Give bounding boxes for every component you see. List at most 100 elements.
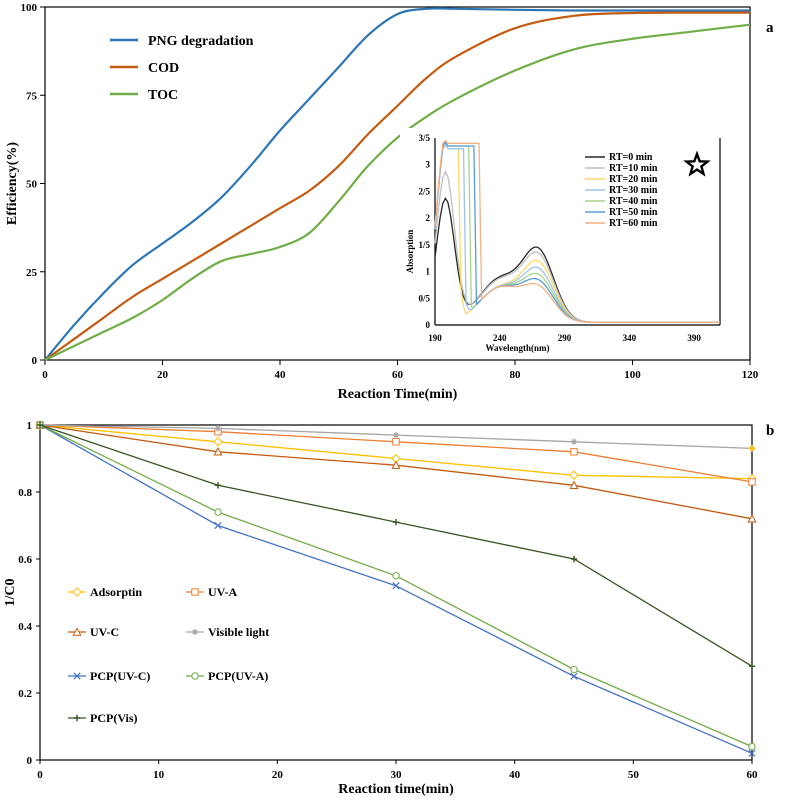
x-tick-label-a: 120 [742, 369, 759, 381]
y-tick-label-a: 75 [26, 90, 38, 102]
data-point-triangle [213, 447, 223, 456]
series-line-toc [44, 23, 751, 361]
x-tick-label-a: 0 [42, 369, 48, 381]
data-point-diamond [569, 470, 579, 480]
inset-x-tick-label: 240 [493, 333, 507, 343]
legend-label-b: Visible light [208, 625, 269, 639]
inset-x-tick-label: 190 [428, 333, 442, 343]
x-tick-label-b: 30 [391, 769, 403, 781]
inset-y-tick-label: 2/5 [418, 186, 430, 196]
inset-y-tick-label: 0 [426, 320, 431, 330]
inset-y-tick-label: 3 [426, 160, 431, 170]
legend-label-b: PCP(UV-C) [90, 669, 150, 683]
data-point-star [214, 425, 222, 432]
inset-y-tick-label: 2 [426, 213, 431, 223]
data-point-circle [570, 665, 578, 674]
legend-label-b: UV-C [90, 625, 119, 639]
inset-y-tick-label: 3/5 [418, 133, 430, 143]
legend-label-b: UV-A [208, 585, 237, 599]
x-tick-label-b: 20 [272, 769, 284, 781]
data-point-plus [570, 555, 578, 563]
legend-label-b: PCP(Vis) [90, 711, 138, 725]
data-point-triangle [72, 627, 82, 636]
x-tick-label-a: 100 [624, 369, 641, 381]
data-point-circle [748, 742, 756, 751]
y-tick-label-b: 0.8 [18, 487, 32, 499]
x-tick-label-a: 20 [157, 369, 169, 381]
y-tick-label-a: 50 [26, 179, 38, 191]
inset-y-tick-label: 0/5 [418, 293, 430, 303]
data-point-x [570, 672, 578, 680]
data-point-circle [392, 572, 400, 580]
legend-label-b: PCP(UV-A) [208, 669, 268, 683]
inset-legend-label: RT=40 min [609, 196, 658, 207]
data-point-diamond [213, 437, 223, 447]
inset-y-axis-title: Absorption [405, 230, 415, 274]
data-point-star [570, 438, 578, 445]
legend-label-b: Adsorptin [90, 585, 142, 599]
inset-spectrum-line [434, 139, 720, 323]
data-point-square [191, 588, 199, 596]
legend-label-a: PNG degradation [148, 34, 254, 49]
data-point-square [748, 478, 756, 486]
data-point-plus [73, 714, 81, 722]
x-tick-label-b: 50 [628, 769, 640, 781]
y-axis-title-a: Efficiency(%) [5, 142, 20, 226]
inset-y-tick-label: 1/5 [418, 240, 430, 250]
data-point-triangle [747, 514, 757, 523]
y-tick-label-b: 0.2 [18, 688, 32, 700]
y-tick-label-b: 0.6 [18, 554, 32, 566]
inset-legend-label: RT=20 min [609, 174, 658, 185]
star-icon [683, 150, 711, 177]
plot-area-b [39, 424, 753, 761]
data-point-diamond [72, 587, 82, 597]
chart-b: 0 10 20 30 40 50 60 0 0.2 0.4 0.6 0.8 1 Reaction time… [3, 420, 758, 797]
x-tick-label-b: 10 [153, 769, 165, 781]
inset-x-tick-label: 290 [558, 333, 572, 343]
y-axis-title-b: 1/C0 [3, 579, 18, 607]
data-point-plus [214, 482, 222, 489]
inset-y-tick-label: 1 [426, 267, 431, 277]
panel-a-label: a [766, 20, 774, 36]
y-tick-label-b: 0 [27, 755, 33, 767]
data-point-circle [191, 672, 199, 680]
data-point-star [392, 431, 400, 439]
data-point-plus [36, 421, 44, 429]
data-point-plus [392, 518, 400, 526]
x-tick-label-a: 60 [392, 369, 404, 381]
series-line-cod [44, 11, 750, 361]
panel-b-label: b [766, 423, 774, 439]
data-point-star [191, 628, 199, 636]
x-tick-label-b: 60 [747, 769, 759, 781]
data-point-x [748, 749, 756, 757]
data-point-x [214, 521, 222, 530]
y-tick-label-a: 100 [21, 2, 38, 14]
x-tick-label-a: 40 [275, 369, 287, 381]
inset-legend-label: RT=60 min [609, 218, 658, 229]
x-tick-label-a: 80 [510, 369, 522, 381]
data-point-star [748, 445, 756, 452]
data-point-x [392, 582, 400, 590]
data-point-circle [214, 508, 222, 516]
chart-a-inset: 190 240 290 340 390 0 0/5 1 1/5 2 2/5 3 3/5 Wavelengt… [400, 128, 722, 356]
legend-label-a: TOC [148, 88, 178, 103]
y-tick-label-b: 1 [27, 420, 33, 432]
inset-x-tick-label: 390 [687, 333, 701, 343]
y-tick-label-b: 0.4 [18, 621, 32, 633]
data-point-x [73, 672, 81, 680]
y-tick-label-a: 25 [26, 267, 38, 279]
inset-x-axis-title: Wavelength(nm) [486, 343, 550, 353]
data-point-square [570, 448, 578, 456]
x-axis-title-b: Reaction time(min) [338, 782, 454, 797]
inset-x-tick-label: 340 [623, 333, 637, 343]
legend-label-a: COD [148, 61, 179, 76]
inset-legend-label: RT=30 min [609, 185, 658, 196]
series-line-pcp-uv-c- [39, 424, 753, 754]
y-tick-label-a: 0 [32, 355, 38, 367]
data-point-plus [748, 663, 756, 670]
x-axis-title-a: Reaction Time(min) [338, 387, 458, 402]
inset-legend-label: RT=10 min [609, 163, 658, 174]
series-line-png-degradation [44, 7, 750, 361]
x-tick-label-b: 40 [509, 769, 521, 781]
